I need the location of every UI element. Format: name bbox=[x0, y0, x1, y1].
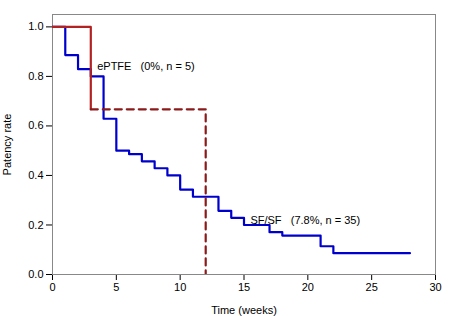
svg-text:0: 0 bbox=[49, 281, 55, 293]
svg-text:5: 5 bbox=[113, 281, 119, 293]
svg-text:0.0: 0.0 bbox=[28, 268, 43, 280]
svg-text:0.2: 0.2 bbox=[28, 218, 43, 230]
svg-text:10: 10 bbox=[174, 281, 186, 293]
svg-text:ePTFE (0%, n = 5): ePTFE (0%, n = 5) bbox=[97, 60, 195, 72]
svg-text:30: 30 bbox=[429, 281, 441, 293]
svg-text:15: 15 bbox=[238, 281, 250, 293]
svg-text:1.0: 1.0 bbox=[28, 20, 43, 32]
svg-text:0.8: 0.8 bbox=[28, 70, 43, 82]
svg-text:Time (weeks): Time (weeks) bbox=[211, 304, 277, 316]
svg-text:0.6: 0.6 bbox=[28, 119, 43, 131]
svg-text:Patency rate: Patency rate bbox=[1, 114, 13, 176]
svg-text:20: 20 bbox=[302, 281, 314, 293]
svg-text:SF/SF (7.8%, n = 35): SF/SF (7.8%, n = 35) bbox=[250, 214, 360, 226]
svg-text:0.4: 0.4 bbox=[28, 169, 43, 181]
svg-text:25: 25 bbox=[366, 281, 378, 293]
